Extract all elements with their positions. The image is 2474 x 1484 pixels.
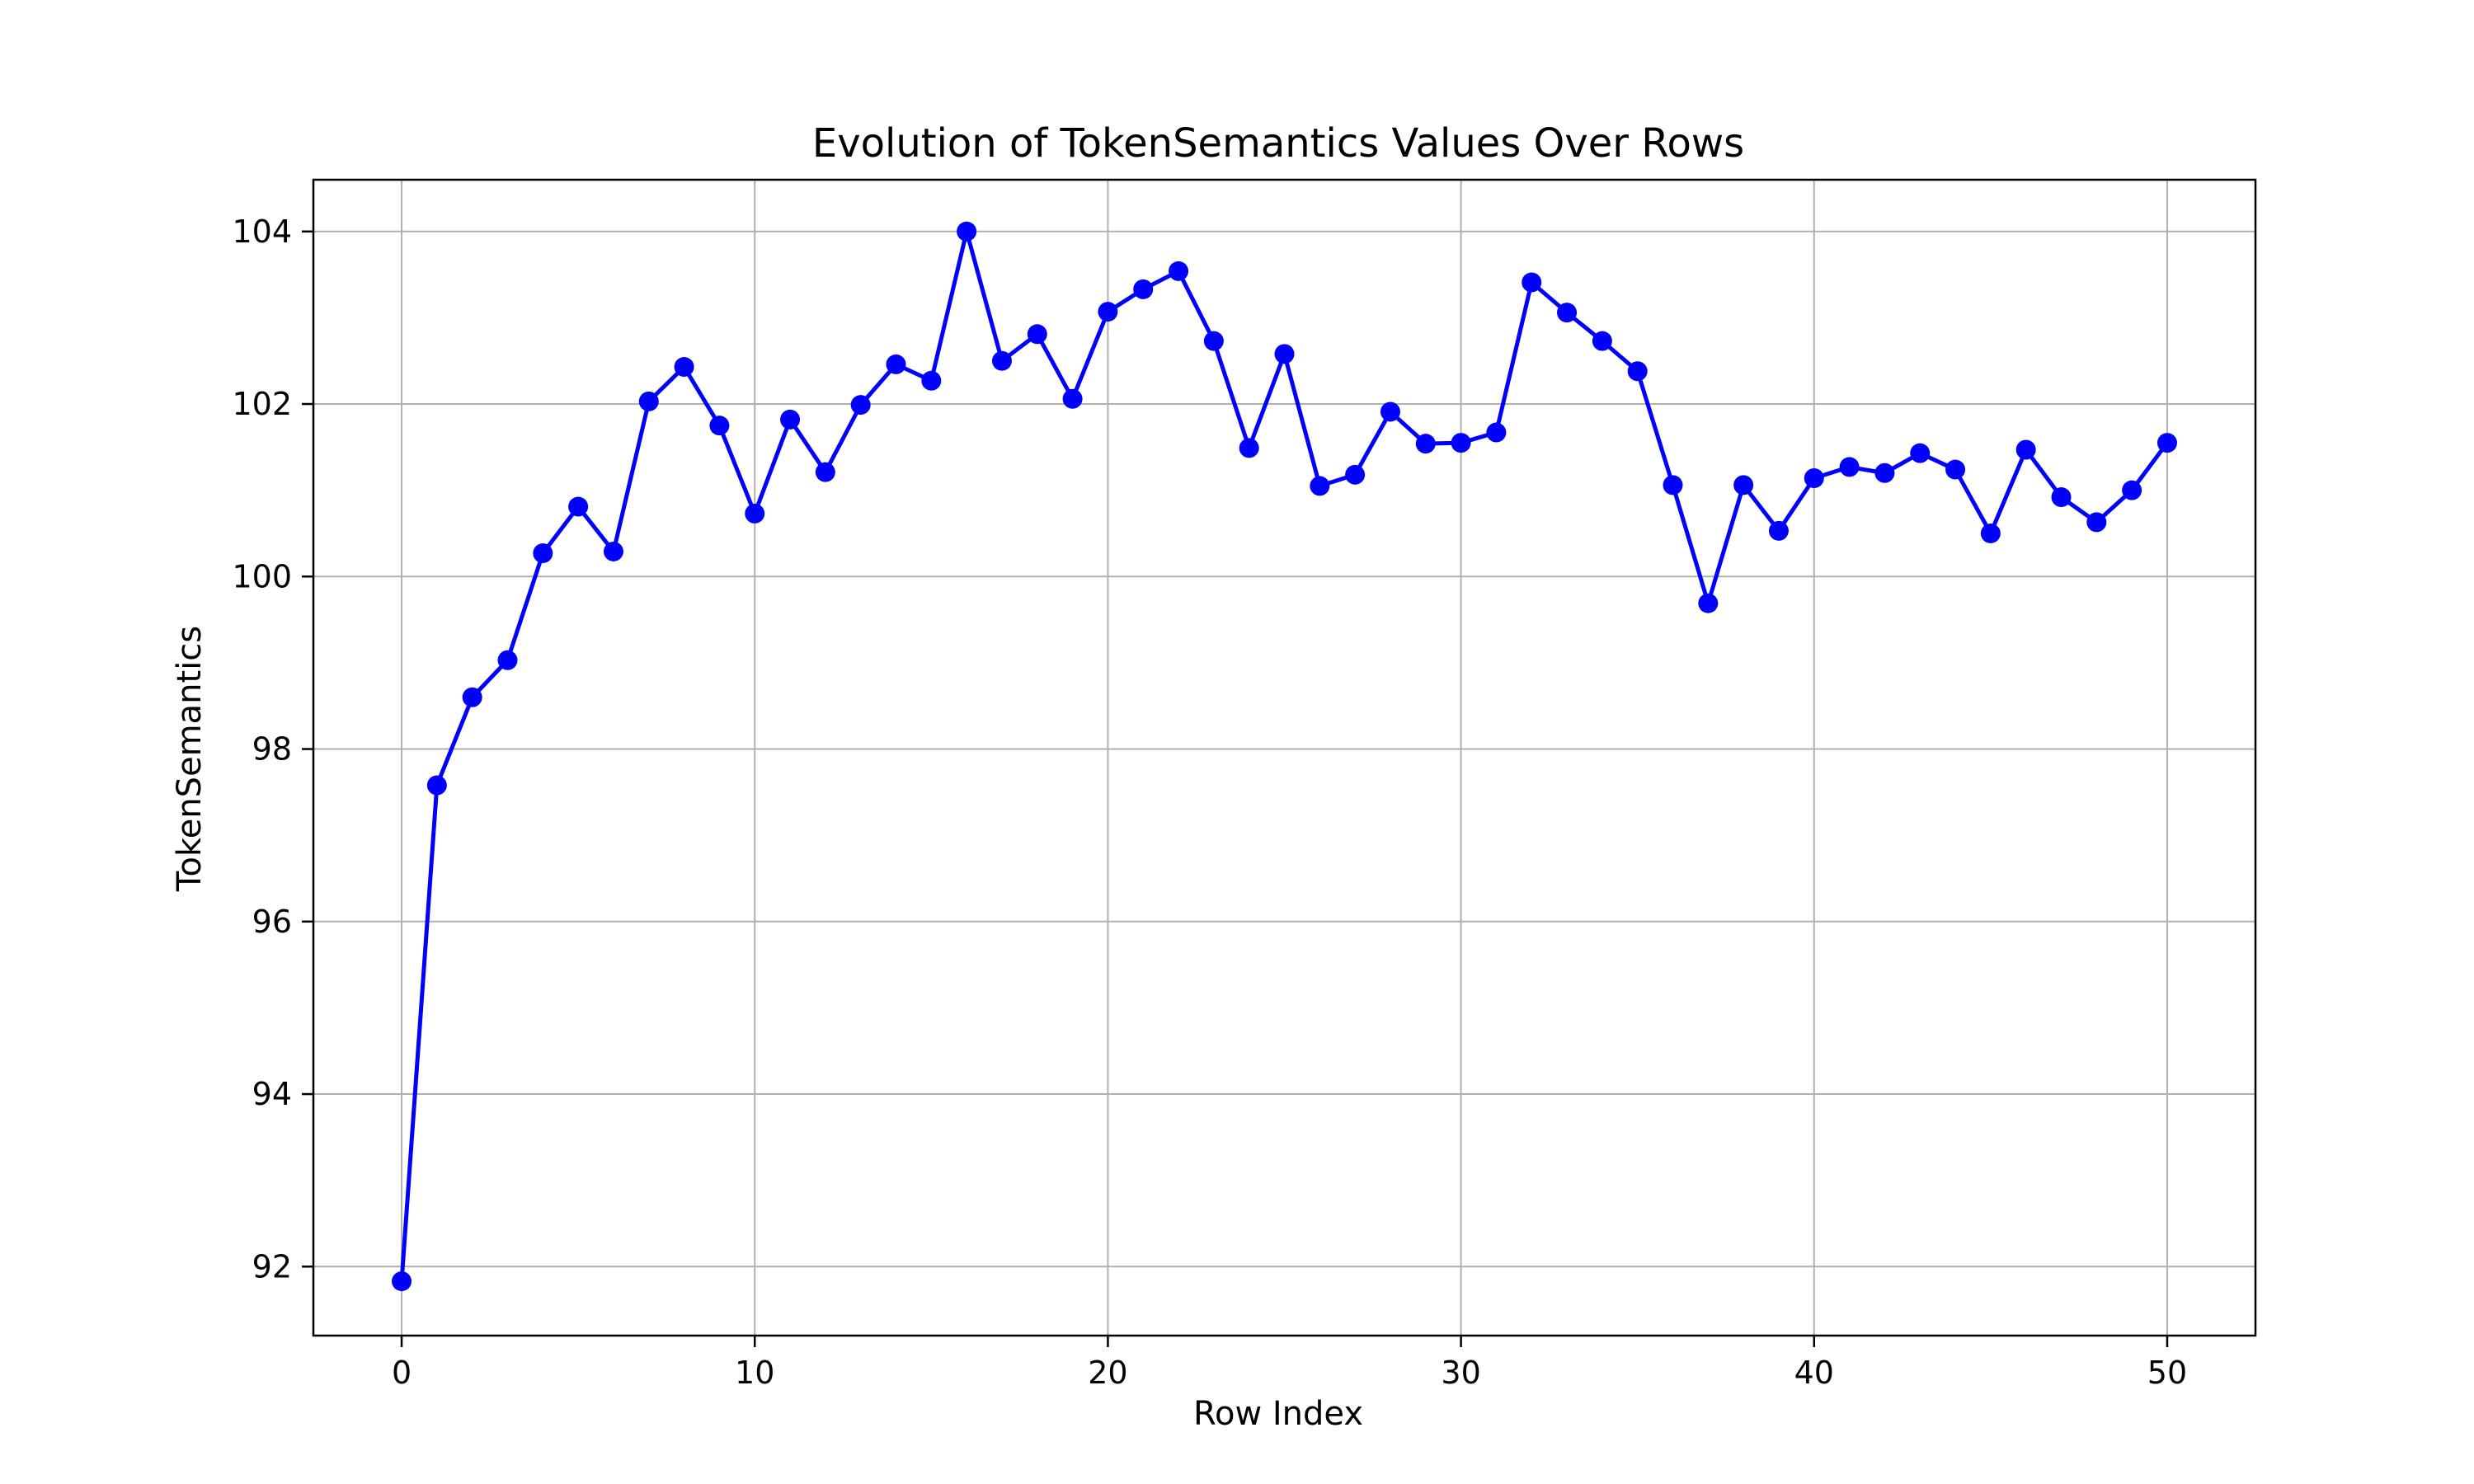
data-point [568, 496, 589, 517]
axis-ticks: 0 10 20 30 40 50 92 94 96 98 100 102 104 [232, 214, 2187, 1391]
data-point [1062, 388, 1083, 409]
data-point [745, 503, 765, 524]
data-point [1380, 402, 1400, 422]
data-point [1027, 324, 1047, 345]
plot-frame [312, 178, 2257, 1337]
data-point [1592, 331, 1612, 351]
y-tick-label: 94 [252, 1076, 292, 1112]
data-point [533, 543, 553, 564]
data-point [1910, 443, 1931, 463]
data-point [1486, 422, 1507, 443]
data-point [1310, 476, 1330, 496]
data-point [2051, 487, 2072, 508]
y-tick-label: 96 [252, 904, 292, 940]
data-point [1768, 520, 1789, 541]
data-point [1133, 279, 1154, 299]
x-tick-label: 20 [1088, 1355, 1127, 1391]
data-point [1098, 302, 1118, 322]
data-point [1522, 272, 1542, 293]
data-point [674, 357, 694, 378]
data-point [1169, 261, 1189, 281]
data-point [1239, 438, 1259, 458]
x-axis-label: Row Index [1193, 1395, 1363, 1433]
data-point [1698, 593, 1719, 613]
grid-lines [313, 180, 2255, 1336]
data-point [2157, 433, 2177, 453]
data-point [462, 687, 482, 707]
data-point [1451, 433, 1471, 453]
data-point [1345, 464, 1366, 485]
y-tick-label: 98 [252, 731, 292, 768]
data-point [2086, 512, 2107, 533]
y-tick-label: 100 [232, 558, 292, 594]
data-point [426, 775, 447, 796]
data-point [886, 354, 906, 374]
data-point [1839, 457, 1860, 477]
y-axis-label: TokenSemantics [171, 626, 209, 892]
data-point [603, 541, 623, 561]
x-tick-label: 30 [1441, 1355, 1480, 1391]
data-point [2122, 480, 2142, 500]
data-point [815, 462, 835, 482]
data-point [638, 391, 659, 411]
x-tick-label: 40 [1794, 1355, 1834, 1391]
x-tick-label: 10 [735, 1355, 774, 1391]
data-point [1203, 331, 1224, 351]
data-point [1945, 459, 1966, 480]
data-point [1733, 475, 1754, 495]
y-tick-label: 104 [232, 214, 292, 250]
chart-title: Evolution of TokenSemantics Values Over … [812, 120, 1744, 167]
data-point [2015, 439, 2036, 460]
y-tick-label: 102 [232, 386, 292, 422]
data-point [1980, 523, 2001, 543]
data-point [1415, 434, 1436, 454]
data-point [1557, 303, 1578, 323]
data-point [1274, 344, 1295, 364]
data-point [709, 416, 730, 436]
data-point [1663, 475, 1683, 495]
data-point [1874, 463, 1895, 483]
data-point [780, 409, 801, 430]
data-point [850, 395, 871, 416]
x-tick-label: 50 [2147, 1355, 2187, 1391]
data-point [392, 1271, 412, 1292]
data-point [957, 221, 977, 242]
data-point [1804, 468, 1824, 489]
x-tick-label: 0 [392, 1355, 412, 1391]
y-tick-label: 92 [252, 1248, 292, 1284]
data-point [991, 350, 1012, 371]
series-layer [392, 221, 2177, 1292]
data-point [1627, 361, 1648, 382]
data-point [497, 650, 518, 670]
data-point [921, 370, 942, 391]
